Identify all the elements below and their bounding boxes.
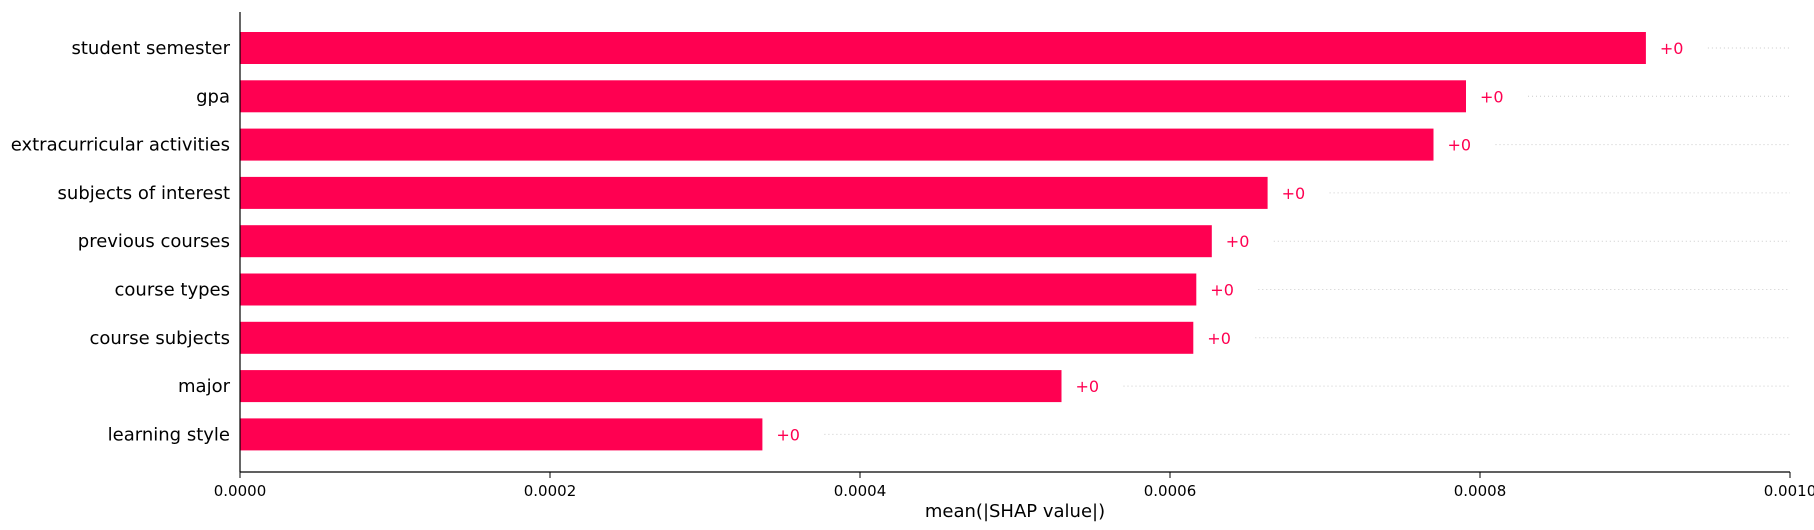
data-label-8: +0 [776,425,800,444]
x-tick-label-1: 0.0002 [524,482,577,500]
bar-1 [240,80,1466,113]
x-tick-label-2: 0.0004 [834,482,887,500]
category-labels: student semester gpa extracurricular activ… [11,38,231,445]
data-label-2: +0 [1448,136,1472,155]
bar-0 [240,32,1646,64]
category-label-6: course subjects [89,328,230,349]
category-label-2: extracurricular activities [11,135,230,156]
data-label-7: +0 [1076,377,1100,396]
category-label-5: course types [115,280,230,301]
guide-lines [824,47,1790,435]
data-label-5: +0 [1210,281,1234,300]
x-tick-label-0: 0.0000 [214,482,267,500]
bar-8 [240,418,763,451]
bars [240,32,1646,451]
x-tick-label-5: 0.0010 [1764,482,1814,500]
data-label-6: +0 [1207,329,1231,348]
category-label-7: major [178,376,231,397]
category-label-3: subjects of interest [58,183,230,204]
bar-3 [240,176,1268,209]
bar-2 [240,128,1434,161]
category-label-1: gpa [196,86,230,107]
category-label-8: learning style [108,424,230,445]
bar-4 [240,225,1212,258]
bar-5 [240,273,1197,306]
x-axis-label: mean(|SHAP value|) [925,501,1105,522]
category-label-4: previous courses [78,231,230,252]
data-label-1: +0 [1480,87,1504,106]
data-label-0: +0 [1660,39,1684,58]
data-label-4: +0 [1226,232,1250,251]
bar-6 [240,321,1194,354]
axes [239,12,1790,473]
category-label-0: student semester [71,38,230,59]
data-labels: +0 +0 +0 +0 +0 +0 +0 +0 +0 [776,39,1683,444]
data-label-3: +0 [1282,184,1306,203]
x-ticks: 0.0000 0.0002 0.0004 0.0006 0.0008 0.0010 [214,472,1814,500]
x-tick-label-3: 0.0006 [1144,482,1197,500]
bar-7 [240,370,1062,403]
x-tick-label-4: 0.0008 [1454,482,1507,500]
